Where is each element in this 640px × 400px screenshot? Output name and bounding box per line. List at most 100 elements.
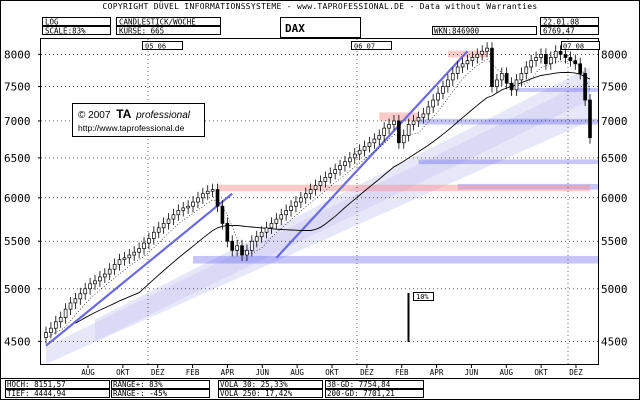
candle-body (406, 124, 411, 136)
candle-body (338, 165, 342, 170)
candle-body (465, 60, 470, 65)
stat-range-plus: RANGE+: 83% (113, 380, 163, 389)
x-tick-label: APR (430, 368, 444, 377)
watermark: © 2007 TA professional http://www.taprof… (72, 103, 205, 137)
candle-body (132, 251, 137, 256)
x-tick-label: AUG (81, 368, 95, 377)
stat-vola250: VOLA 250: 17,42% (220, 389, 293, 398)
percent-label: 10% (416, 293, 429, 301)
candle-layer (44, 42, 592, 344)
candle-body (377, 135, 382, 140)
candle-body (117, 259, 122, 265)
year-marker-07-08: 07 08 (563, 43, 584, 51)
watermark-copyright: © 2007 (78, 110, 111, 121)
candle-body (230, 240, 235, 251)
candle-body (284, 210, 288, 216)
copyright-text: COPYRIGHT DÜVEL INFORMATIONSSYSTEME - ww… (103, 1, 538, 11)
candle-body (98, 276, 102, 282)
candle-body (411, 120, 416, 125)
candle-body (441, 86, 445, 94)
candle-body (264, 227, 269, 233)
percent-scale: 10% (407, 292, 434, 342)
candle-body (245, 250, 249, 256)
y-tick-label-right: 6500 (601, 152, 628, 165)
last-price-label: 6769,47 (543, 27, 575, 36)
kurse-label: KURSE: 665 (119, 27, 164, 36)
x-tick-label: JUN (465, 368, 479, 377)
y-tick-label-right: 6000 (601, 192, 628, 205)
x-tick-label: DEZ (151, 368, 165, 377)
y-tick-label-left: 6500 (4, 152, 31, 165)
candle-body (250, 240, 254, 251)
candle-body (553, 50, 558, 58)
candle-body (348, 157, 352, 163)
support-zone (457, 183, 598, 190)
candle-body (274, 218, 279, 224)
candle-body (372, 138, 377, 144)
candle-body (504, 73, 509, 84)
candle-body (485, 47, 489, 52)
candle-body (450, 73, 455, 81)
candle-body (328, 173, 333, 178)
moving-average-line (75, 71, 591, 324)
x-tick-label: DEZ (569, 368, 583, 377)
scale-label: SCALE:83% (45, 27, 86, 36)
stat-gd200: 200-GD: 7701,21 (327, 389, 395, 398)
candle-body (499, 73, 504, 81)
candle-body (436, 92, 440, 101)
date-label: 22.01.08 (543, 18, 580, 27)
candle-body (176, 210, 181, 216)
candle-body (49, 327, 53, 333)
candle-body (151, 231, 156, 239)
x-tick-label: FEB (186, 368, 200, 377)
stat-vola30: VOLA 30: 25,33% (220, 380, 288, 389)
plot-area (40, 38, 599, 365)
candle-body (544, 53, 548, 65)
x-tick-label: DEZ (360, 368, 374, 377)
candle-body (93, 280, 97, 285)
candle-body (166, 218, 171, 224)
header-right: WKN:846900 22.01.08 6769,47 (432, 17, 599, 36)
stat-tief: TIEF: 4444,94 (7, 389, 66, 398)
candle-body (397, 120, 401, 144)
candle-body (352, 153, 357, 159)
candle-body (548, 57, 553, 65)
candle-body (102, 273, 107, 278)
wkn-label: WKN:846900 (434, 27, 480, 36)
candle-body (563, 53, 568, 58)
candle-body (259, 231, 264, 238)
x-tick-label: JUN (256, 368, 270, 377)
candle-body (88, 283, 92, 290)
trendline-layer (45, 50, 469, 347)
candle-body (568, 57, 573, 61)
candle-body (171, 214, 176, 220)
candle-body (225, 223, 230, 242)
candle-body (367, 142, 372, 147)
y-tick-label-right: 5500 (601, 235, 628, 248)
support-zone (193, 255, 598, 264)
x-axis: AUG OKT DEZ FEB APR JUN AUG OKT DEZ FEB APR JUN AUG O… (81, 364, 583, 377)
y-tick-label-left: 7500 (4, 81, 31, 94)
y-tick-label-right: 5000 (601, 283, 628, 296)
candle-body (573, 60, 578, 65)
candle-body (470, 57, 475, 61)
candle-body (387, 124, 391, 129)
watermark-url: http://www.taprofessional.de (78, 123, 185, 133)
log-label: LOG (45, 18, 59, 27)
y-tick-label-right: 8000 (601, 48, 628, 61)
candle-body (191, 201, 195, 207)
candle-body (431, 99, 435, 108)
candle-body (382, 127, 386, 136)
y-tick-label-right: 7500 (601, 81, 628, 94)
candle-body (303, 193, 308, 199)
candle-body (186, 205, 190, 209)
candle-body (161, 223, 166, 229)
candle-body (460, 63, 465, 68)
candle-body (323, 177, 328, 182)
y-axis-right: 4500 5000 5500 6000 6500 7000 7500 8000 (601, 48, 628, 348)
support-zone (418, 159, 598, 165)
stat-hoch: HOCH: 8151,57 (7, 380, 66, 389)
y-tick-label-left: 4500 (4, 335, 31, 348)
candle-body (240, 245, 244, 256)
